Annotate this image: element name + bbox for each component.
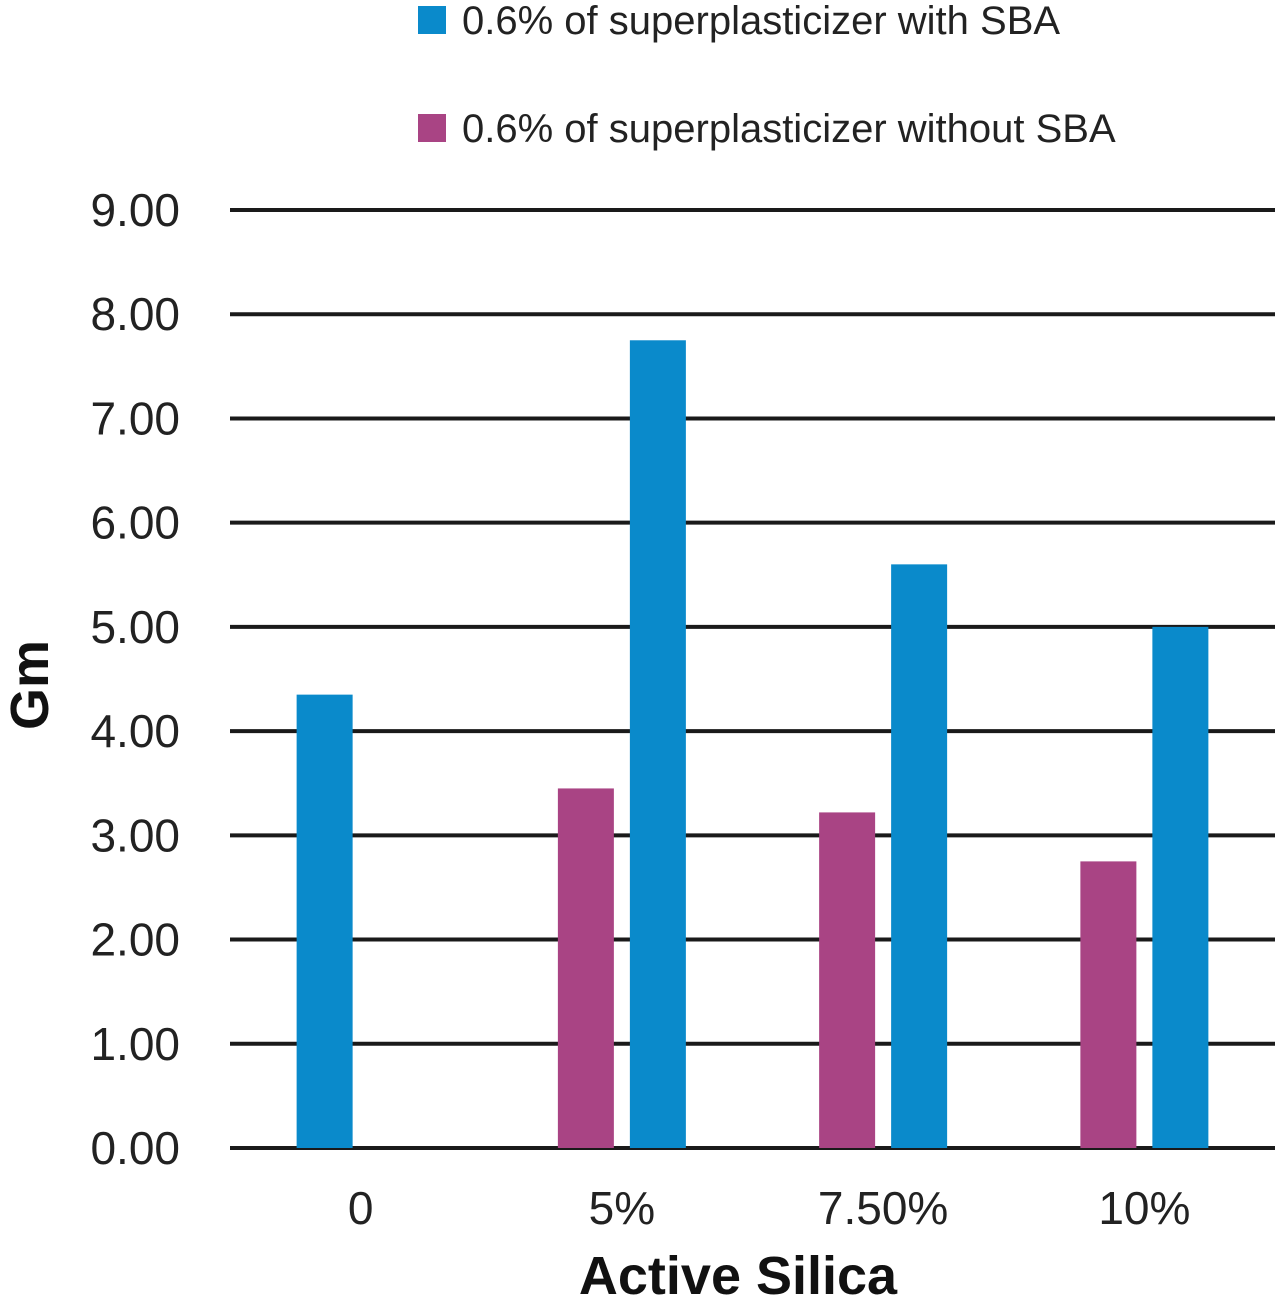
legend-label: 0.6% of superplasticizer with SBA bbox=[462, 0, 1060, 43]
y-tick-label: 6.00 bbox=[90, 497, 180, 549]
bar bbox=[891, 564, 948, 1148]
bars bbox=[296, 340, 1209, 1148]
gridlines bbox=[230, 208, 1275, 1150]
y-tick-label: 7.00 bbox=[90, 392, 180, 444]
y-tick-label: 3.00 bbox=[90, 809, 180, 861]
y-tick-label: 8.00 bbox=[90, 288, 180, 340]
y-tick-label: 5.00 bbox=[90, 601, 180, 653]
bar bbox=[557, 788, 614, 1148]
bar bbox=[629, 340, 686, 1148]
y-axis-ticks: 0.00 1.00 2.00 3.00 4.00 5.00 6.00 7.00 8.00 9.00 bbox=[90, 184, 180, 1174]
legend-label: 0.6% of superplasticizer without SBA bbox=[462, 107, 1116, 151]
x-tick-label: 0 bbox=[348, 1182, 374, 1234]
legend: 0.6% of superplasticizer with SBA 0.6% of… bbox=[418, 0, 1116, 151]
x-tick-label: 7.50% bbox=[818, 1182, 948, 1234]
y-tick-label: 1.00 bbox=[90, 1018, 180, 1070]
bar bbox=[1152, 626, 1209, 1148]
legend-swatch bbox=[418, 114, 446, 142]
y-tick-label: 4.00 bbox=[90, 705, 180, 757]
bar bbox=[819, 812, 876, 1148]
x-axis-title: Active Silica bbox=[579, 1246, 898, 1302]
x-axis-ticks: 0 5% 7.50% 10% bbox=[348, 1182, 1191, 1234]
bar bbox=[1080, 861, 1137, 1148]
y-axis-title: Gm bbox=[0, 640, 60, 730]
y-tick-label: 2.00 bbox=[90, 914, 180, 966]
x-tick-label: 5% bbox=[589, 1182, 655, 1234]
y-tick-label: 9.00 bbox=[90, 184, 180, 236]
y-tick-label: 0.00 bbox=[90, 1122, 180, 1174]
legend-swatch bbox=[418, 6, 446, 34]
bar bbox=[296, 694, 353, 1148]
x-tick-label: 10% bbox=[1098, 1182, 1190, 1234]
